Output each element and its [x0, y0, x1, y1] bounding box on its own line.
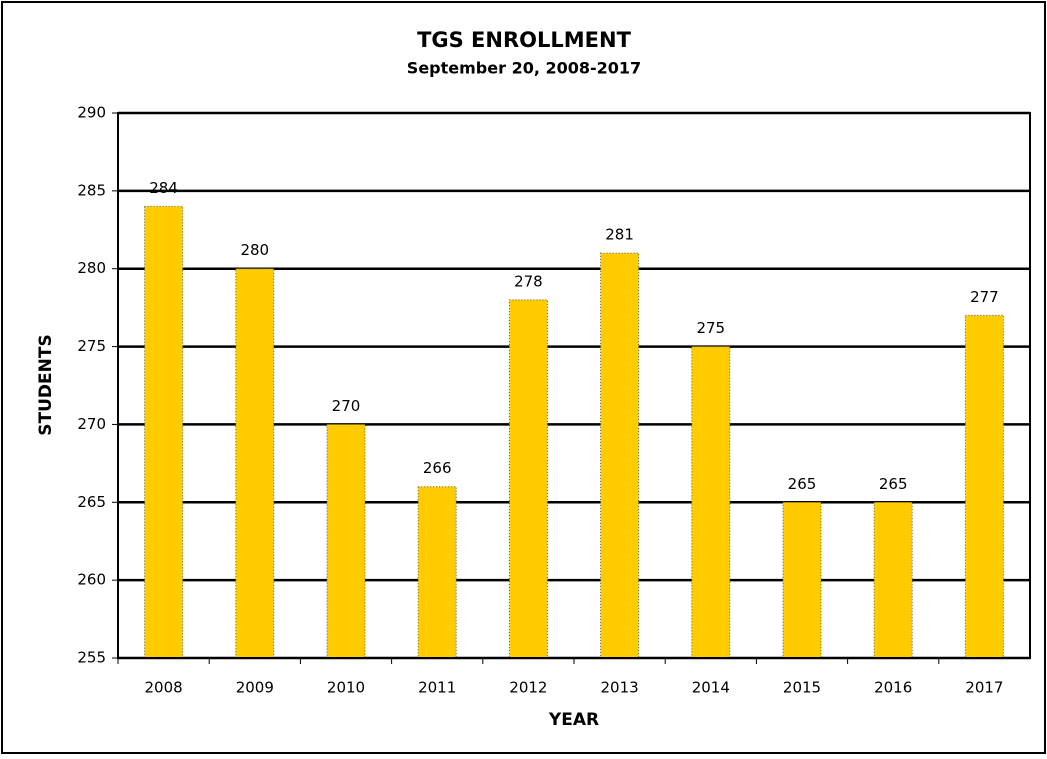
x-tick-label: 2014 [692, 679, 730, 697]
data-label: 265 [879, 475, 908, 493]
bar [600, 252, 640, 659]
data-label: 278 [514, 272, 543, 290]
y-tick-label: 275 [77, 337, 106, 355]
bar [873, 501, 913, 659]
x-tick-label: 2016 [874, 679, 912, 697]
x-axis-label: YEAR [548, 710, 599, 730]
bar [417, 486, 457, 659]
data-label: 284 [149, 179, 178, 197]
bar [326, 423, 366, 659]
data-label: 266 [423, 459, 452, 477]
x-tick-label: 2010 [327, 679, 365, 697]
y-tick-label: 265 [77, 493, 106, 511]
data-label: 280 [240, 241, 269, 259]
data-label: 277 [970, 288, 999, 306]
data-label: 275 [696, 319, 725, 337]
y-tick-label: 285 [77, 181, 106, 199]
x-tick-label: 2009 [236, 679, 274, 697]
y-tick-label: 290 [77, 104, 106, 122]
bar [782, 501, 822, 659]
y-tick-label: 270 [77, 415, 106, 433]
x-tick-label: 2015 [783, 679, 821, 697]
data-label: 265 [788, 475, 817, 493]
bar [144, 205, 184, 659]
bar [235, 268, 275, 659]
y-tick-label: 255 [77, 649, 106, 667]
x-tick-label: 2011 [418, 679, 456, 697]
data-label: 270 [332, 397, 361, 415]
x-tick-label: 2012 [509, 679, 547, 697]
plot-frame [117, 112, 1031, 659]
x-tick-label: 2013 [601, 679, 639, 697]
chart-subtitle: September 20, 2008-2017 [407, 59, 641, 78]
y-axis-label: STUDENTS [36, 334, 56, 435]
bar [964, 314, 1004, 659]
data-label: 281 [605, 226, 634, 244]
x-tick-label: 2017 [965, 679, 1003, 697]
x-tick-label: 2008 [145, 679, 183, 697]
chart-title: TGS ENROLLMENT [417, 28, 632, 52]
bar [691, 346, 731, 659]
y-tick-label: 280 [77, 259, 106, 277]
y-tick-label: 260 [77, 571, 106, 589]
bar [508, 299, 548, 659]
